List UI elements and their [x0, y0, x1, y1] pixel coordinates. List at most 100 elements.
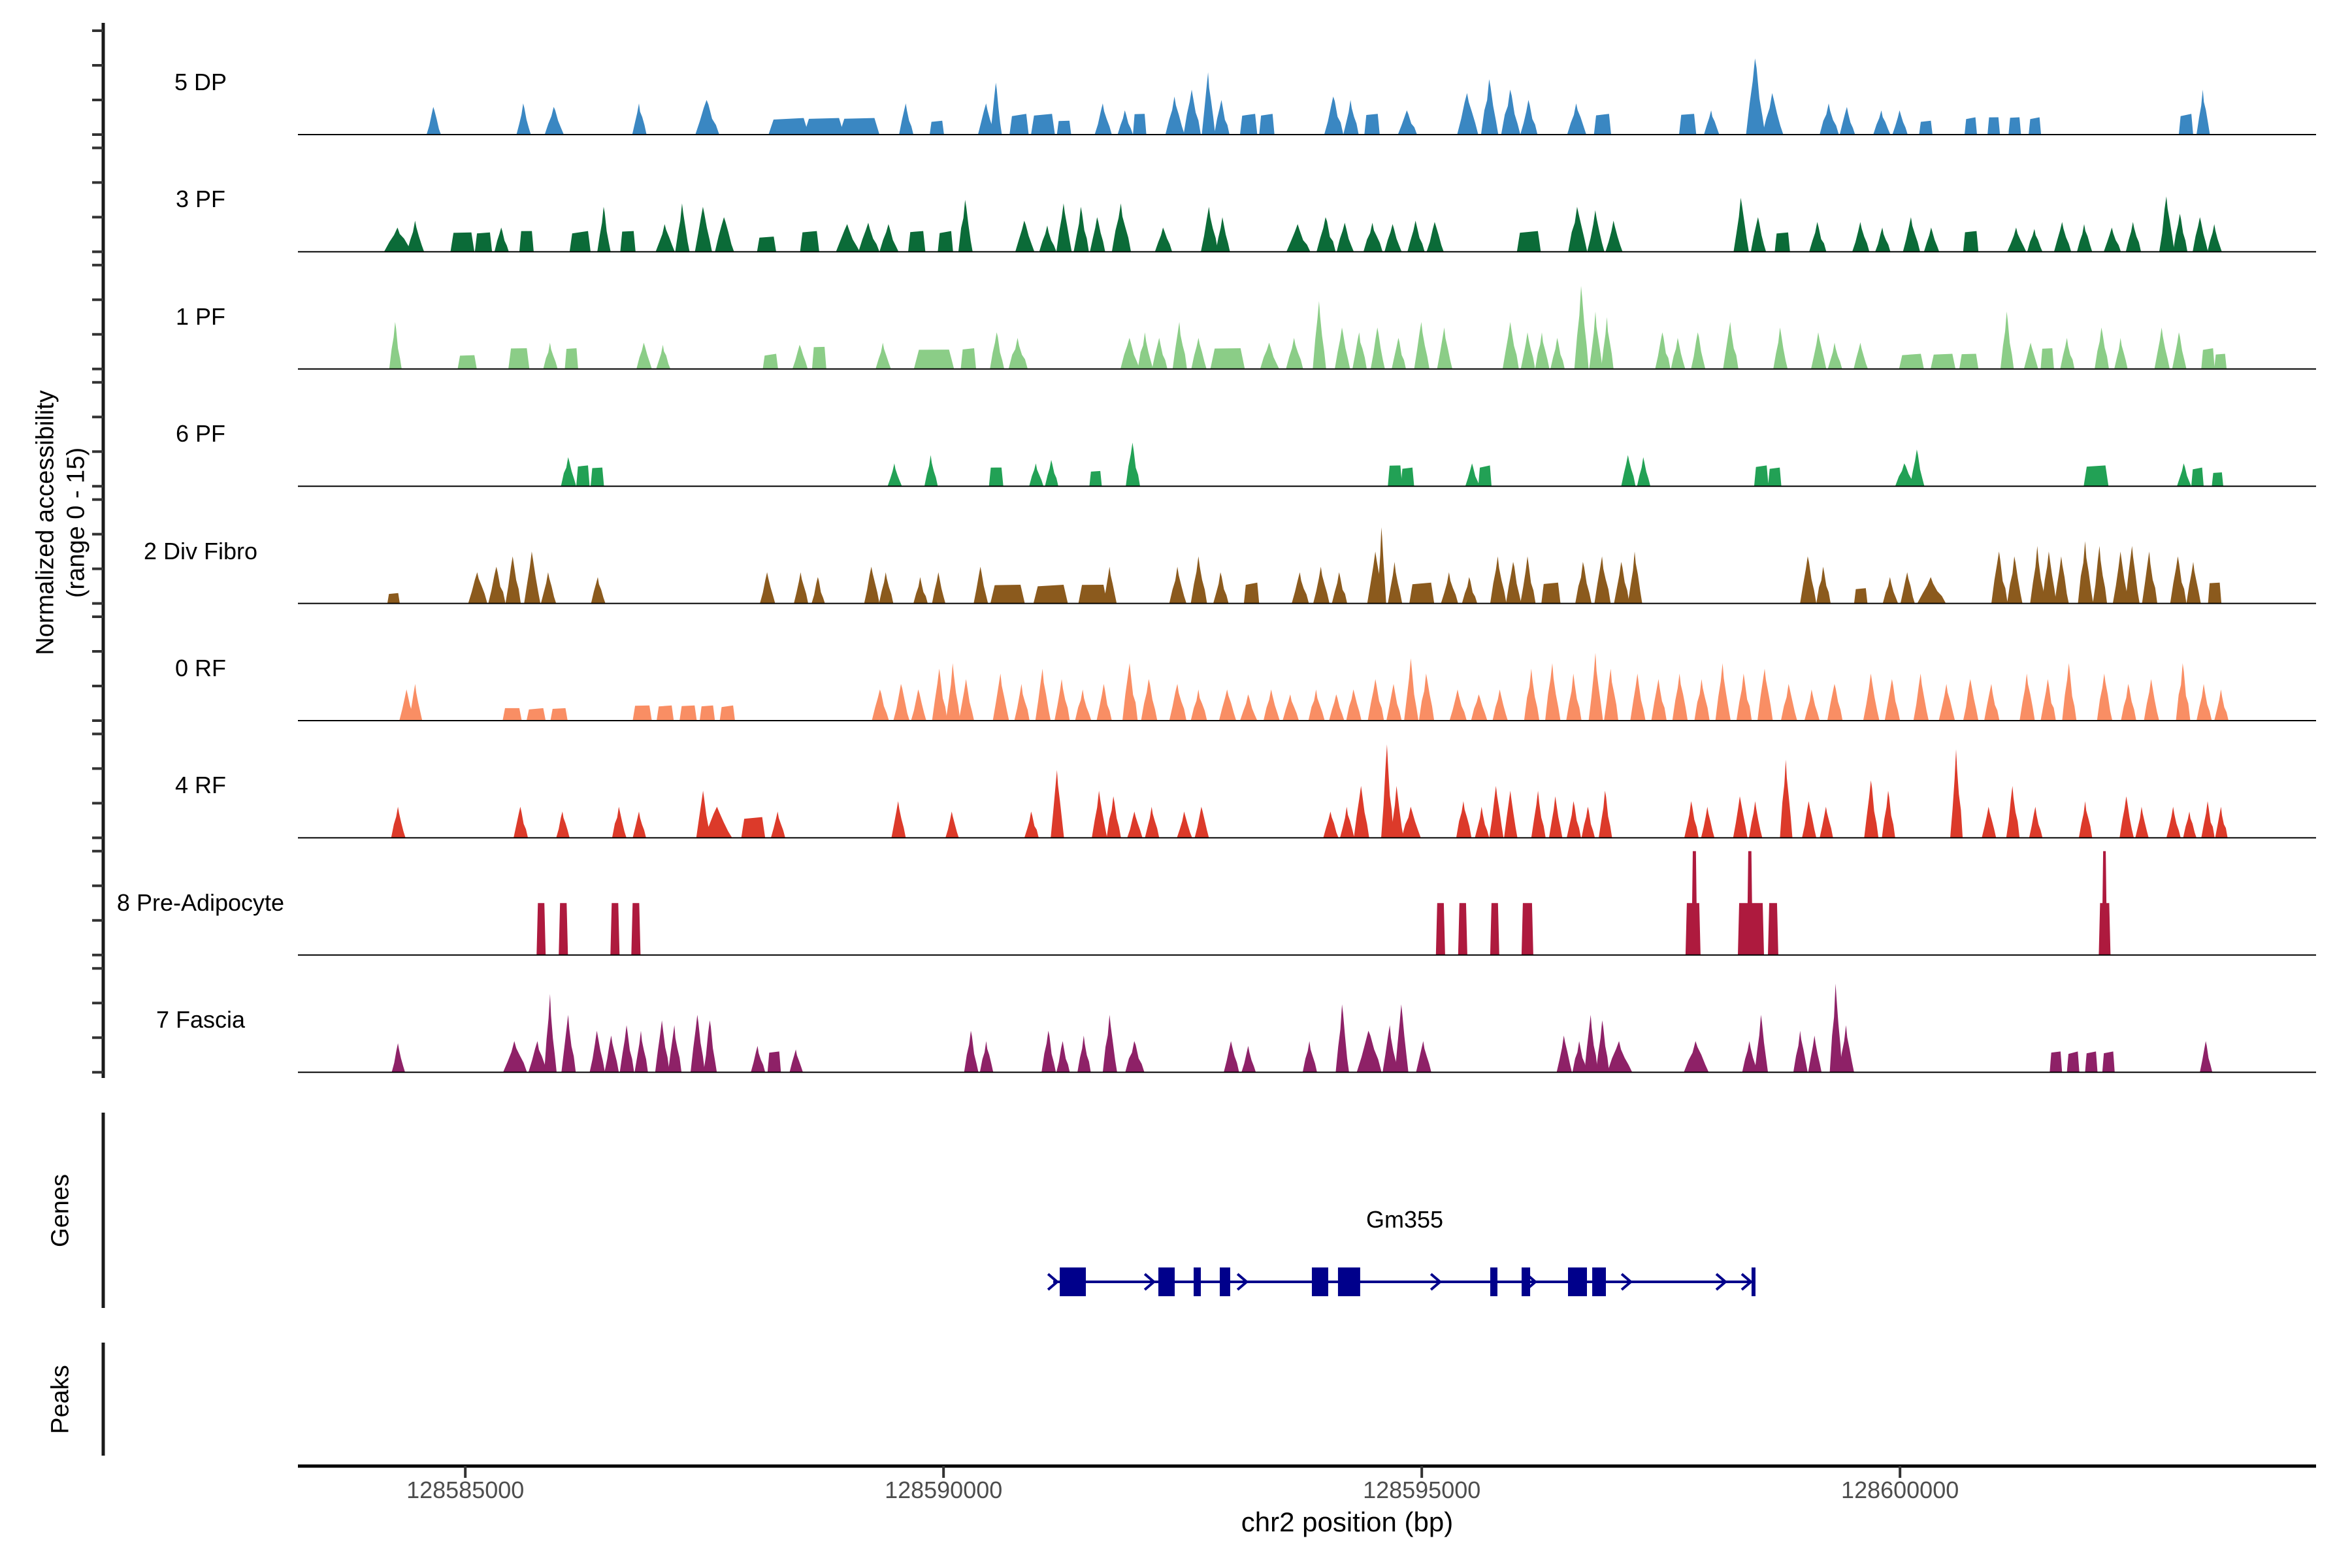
coverage-signal-0-rf — [2040, 679, 2056, 721]
coverage-signal-0-rf — [2214, 689, 2229, 721]
coverage-signal-5-dp — [1520, 100, 1538, 135]
coverage-signal-1-pf — [1008, 338, 1028, 369]
coverage-signal-4-rf — [1864, 780, 1879, 838]
coverage-signal-4-rf — [2029, 806, 2043, 838]
coverage-signal-7-fascia — [1742, 1041, 1757, 1073]
coverage-signal-5-dp — [1056, 120, 1071, 135]
coverage-signal-4-rf — [770, 811, 785, 838]
gene-exon — [1568, 1267, 1588, 1296]
coverage-signal-3-pf — [1733, 197, 1749, 252]
coverage-signal-2-div-fibro — [1900, 572, 1915, 604]
gene-strand-arrow-icon — [1143, 1273, 1156, 1291]
coverage-signal-4-rf — [2119, 796, 2134, 838]
coverage-signal-1-pf — [389, 321, 402, 369]
coverage-signal-2-div-fibro — [1377, 527, 1386, 604]
coverage-signal-4-rf — [1051, 770, 1064, 838]
coverage-signal-4-rf — [1390, 785, 1404, 838]
coverage-signal-1-pf — [2114, 338, 2128, 369]
coverage-signal-3-pf — [675, 203, 690, 252]
coverage-signal-7-fascia — [2085, 1051, 2098, 1073]
coverage-signal-1-pf — [2023, 342, 2038, 369]
coverage-signal-4-rf — [1567, 801, 1581, 838]
coverage-signal-1-pf — [1335, 327, 1350, 369]
coverage-signal-0-rf — [1122, 663, 1138, 721]
coverage-signal-1-pf — [1655, 332, 1671, 369]
coverage-signal-2-div-fibro — [879, 572, 894, 604]
coverage-signal-2-div-fibro — [591, 577, 606, 604]
coverage-signal-5-dp — [1201, 72, 1215, 135]
coverage-signal-1-pf — [543, 342, 558, 369]
coverage-signal-4-rf — [1106, 796, 1121, 838]
coverage-signal-1-pf — [1260, 342, 1279, 369]
coverage-signal-7-fascia — [1829, 983, 1842, 1073]
track-label-3-pf: 3 PF — [175, 186, 226, 213]
gene-exon — [1522, 1267, 1531, 1296]
coverage-signal-6-pf — [1754, 465, 1769, 487]
coverage-signal-3-pf — [519, 231, 534, 252]
coverage-signal-4-rf — [891, 801, 906, 838]
coverage-signal-0-rf — [1075, 689, 1092, 721]
coverage-signal-4-rf — [1145, 806, 1160, 838]
coverage-signal-5-dp — [1679, 114, 1697, 135]
coverage-signal-1-pf — [2040, 348, 2054, 369]
coverage-signal-1-pf — [2201, 348, 2215, 369]
coverage-track-3-pf — [384, 196, 2222, 252]
coverage-signal-4-rf — [696, 791, 711, 838]
coverage-signal-3-pf — [1903, 217, 1920, 252]
coverage-signal-1-pf — [1827, 342, 1842, 369]
coverage-signal-8-pre-adipocyte — [2102, 851, 2108, 955]
coverage-signal-6-pf — [1089, 470, 1102, 487]
coverage-signal-2-div-fibro — [1190, 556, 1207, 604]
coverage-signal-5-dp — [1965, 117, 1977, 135]
coverage-signal-4-rf — [2183, 811, 2197, 838]
coverage-signal-0-rf — [932, 668, 947, 721]
coverage-signal-2-div-fibro — [1103, 566, 1117, 604]
coverage-signal-2-div-fibro — [2142, 551, 2157, 604]
coverage-signal-5-dp — [2197, 90, 2210, 135]
coverage-signal-0-rf — [1694, 679, 1710, 721]
coverage-signal-7-fascia — [1125, 1041, 1145, 1073]
coverage-signal-3-pf — [406, 220, 425, 252]
coverage-signal-3-pf — [1286, 224, 1311, 252]
coverage-signal-5-dp — [1987, 117, 2001, 135]
coverage-signal-1-pf — [2095, 327, 2109, 369]
coverage-signal-4-rf — [945, 811, 959, 838]
coverage-track-5-dp — [426, 58, 2210, 135]
coverage-signal-3-pf — [1963, 231, 1979, 252]
coverage-signal-2-div-fibro — [1614, 562, 1629, 604]
coverage-signal-7-fascia — [1793, 1030, 1808, 1073]
gene-exon — [1194, 1267, 1201, 1296]
coverage-signal-0-rf — [719, 705, 735, 721]
coverage-signal-0-rf — [872, 689, 889, 721]
track-label-1-pf: 1 PF — [175, 302, 226, 330]
coverage-signal-3-pf — [800, 231, 819, 252]
coverage-signal-6-pf — [924, 455, 938, 487]
peaks-section-label: Peaks — [46, 1365, 74, 1434]
coverage-signal-8-pre-adipocyte — [1490, 903, 1499, 955]
coverage-signal-4-rf — [1950, 749, 1963, 838]
coverage-signal-0-rf — [958, 679, 974, 721]
coverage-signal-3-pf — [1875, 227, 1891, 252]
coverage-signal-5-dp — [1343, 100, 1359, 135]
coverage-signal-1-pf — [1550, 338, 1565, 369]
coverage-signal-5-dp — [990, 82, 1002, 135]
coverage-signal-2-div-fibro — [973, 566, 988, 604]
coverage-signal-0-rf — [1471, 694, 1488, 721]
coverage-signal-5-dp — [1746, 58, 1765, 135]
coverage-signal-0-rf — [1141, 679, 1158, 721]
coverage-signal-1-pf — [1313, 301, 1326, 369]
coverage-signal-3-pf — [1774, 232, 1790, 252]
coverage-signal-0-rf — [1715, 663, 1731, 721]
coverage-signal-4-rf — [556, 811, 570, 838]
coverage-signal-7-fascia — [2200, 1041, 2213, 1073]
coverage-signal-5-dp — [1839, 106, 1855, 135]
coverage-signal-2-div-fibro — [2078, 541, 2093, 604]
coverage-signal-3-pf — [2053, 221, 2072, 252]
coverage-signal-2-div-fibro — [488, 566, 506, 604]
coverage-signal-8-pre-adipocyte — [1435, 903, 1445, 955]
coverage-track-8-pre-adipocyte — [536, 851, 2111, 955]
coverage-signal-4-rf — [1401, 806, 1421, 838]
coverage-signal-7-fascia — [634, 1030, 648, 1073]
coverage-signal-2-div-fibro — [468, 572, 487, 604]
coverage-track-2-div-fibro — [387, 527, 2222, 604]
